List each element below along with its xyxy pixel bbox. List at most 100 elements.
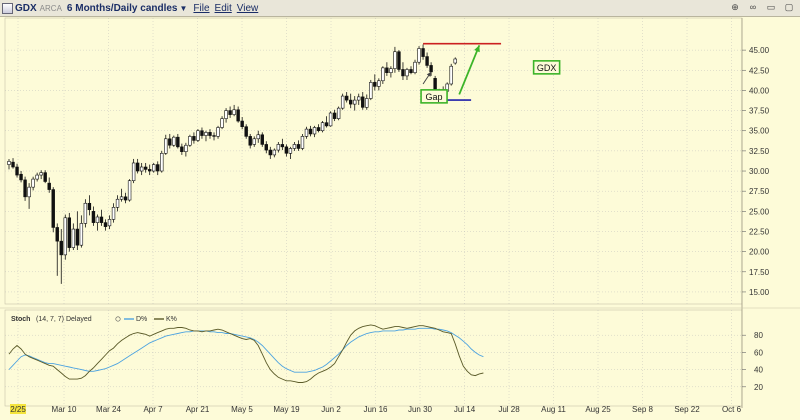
candle-body-85	[348, 99, 353, 105]
stoch-tick-label-0: 20	[754, 383, 763, 392]
candle-body-29	[123, 196, 128, 201]
link-icon[interactable]: ∞	[749, 2, 757, 12]
candle-body-69	[284, 146, 289, 154]
price-tick-label-10: 40.00	[749, 86, 770, 95]
x-tick-label-14: Sep 8	[632, 405, 653, 414]
annotation-arrowhead-3	[426, 71, 432, 77]
legend-label-d: D%	[136, 316, 147, 323]
candle-body-89	[365, 98, 369, 108]
minimize-icon[interactable]: ▭	[766, 2, 776, 12]
candle-body-46	[192, 136, 196, 141]
candle-body-94	[385, 67, 389, 73]
period-dropdown[interactable]: 6 Months/Daily candles ▼	[62, 3, 188, 14]
candle-body-15	[67, 217, 72, 248]
x-tick-label-4: Apr 21	[186, 405, 210, 414]
stoch-tick-label-2: 60	[754, 348, 763, 357]
price-tick-label-3: 22.50	[749, 227, 770, 236]
candle-body-2	[15, 166, 19, 176]
price-tick-label-8: 35.00	[749, 127, 770, 136]
candle-body-41	[172, 136, 176, 146]
candle-body-93	[381, 67, 385, 82]
candle-body-49	[204, 132, 208, 136]
candle-body-22	[95, 216, 100, 223]
candle-body-24	[103, 222, 108, 227]
candle-body-86	[353, 99, 357, 105]
annotation-label-5: GDX	[537, 63, 557, 73]
candle-body-95	[389, 68, 393, 73]
stoch-settings-icon	[115, 316, 121, 322]
candle-body-79	[324, 122, 329, 127]
x-tick-label-0: 2/25	[10, 405, 26, 414]
candle-body-59	[244, 126, 248, 137]
candle-body-99	[405, 69, 409, 77]
candle-body-39	[164, 138, 168, 154]
candle-body-40	[168, 138, 172, 146]
candle-body-10	[47, 182, 51, 190]
candle-body-72	[296, 144, 301, 149]
menu-edit[interactable]: Edit	[214, 2, 232, 14]
candle-body-82	[336, 107, 341, 119]
candle-body-84	[344, 95, 349, 101]
candle-body-3	[19, 173, 23, 181]
candle-body-23	[99, 216, 104, 223]
symbol-dropdown[interactable]: GDX ARCA	[0, 2, 62, 14]
x-tick-label-8: Jun 16	[363, 405, 388, 414]
candle-body-37	[156, 164, 160, 172]
dropdown-arrow-icon: ▼	[179, 3, 188, 13]
candle-body-11	[51, 189, 55, 228]
candle-body-54	[224, 110, 228, 119]
price-tick-label-1: 17.50	[749, 268, 770, 277]
candle-body-57	[236, 109, 240, 122]
candle-body-13	[59, 240, 63, 256]
candle-body-33	[139, 166, 144, 172]
annotation-arrowhead-2	[474, 45, 480, 53]
exchange-label: ARCA	[39, 3, 62, 13]
x-tick-label-2: Mar 24	[96, 405, 121, 414]
candle-body-78	[320, 122, 325, 132]
candle-body-96	[393, 51, 397, 69]
candle-body-8	[39, 172, 43, 176]
symbol-label: GDX	[15, 2, 37, 14]
zoom-icon[interactable]: ⊕	[731, 2, 739, 12]
annotation-box-4	[420, 89, 448, 104]
candle-body-36	[152, 164, 156, 172]
menu-view[interactable]: View	[236, 2, 259, 14]
candle-body-18	[79, 223, 84, 246]
candle-body-32	[135, 162, 140, 172]
price-tick-label-4: 25.00	[749, 207, 770, 216]
candle-body-28	[119, 196, 124, 200]
candle-body-61	[252, 138, 256, 145]
candle-body-103	[421, 48, 425, 57]
candle-body-55	[228, 110, 232, 115]
y-axis-area	[742, 18, 800, 408]
menu-file[interactable]: File	[193, 2, 210, 14]
window-controls: ⊕ ∞ ▭ ▢	[728, 1, 796, 14]
candle-body-90	[369, 82, 373, 99]
candle-body-75	[308, 128, 313, 135]
candle-body-110	[449, 65, 453, 85]
candle-body-44	[184, 144, 188, 152]
price-tick-label-6: 30.00	[749, 167, 770, 176]
candle-body-1	[11, 161, 15, 168]
candle-body-21	[91, 211, 96, 223]
candle-body-16	[71, 228, 76, 248]
candle-body-34	[143, 166, 148, 170]
price-tick-label-7: 32.50	[749, 147, 770, 156]
candle-body-88	[361, 96, 365, 108]
x-tick-label-16: Oct 6	[722, 405, 742, 414]
price-tick-label-12: 45.00	[749, 46, 770, 55]
candle-body-42	[176, 136, 180, 148]
x-tick-label-10: Jul 14	[454, 405, 476, 414]
candle-body-17	[75, 228, 80, 246]
candle-body-70	[288, 148, 293, 154]
annotation-box-5	[532, 60, 561, 75]
maximize-icon[interactable]: ▢	[784, 2, 794, 12]
candle-body-102	[417, 48, 421, 63]
candle-body-27	[115, 198, 120, 208]
price-tick-label-11: 42.50	[749, 66, 770, 75]
candle-body-97	[397, 51, 401, 70]
x-tick-label-13: Aug 25	[585, 405, 611, 414]
x-tick-label-7: Jun 2	[321, 405, 341, 414]
candle-body-66	[272, 149, 277, 156]
candle-body-4	[23, 179, 27, 198]
